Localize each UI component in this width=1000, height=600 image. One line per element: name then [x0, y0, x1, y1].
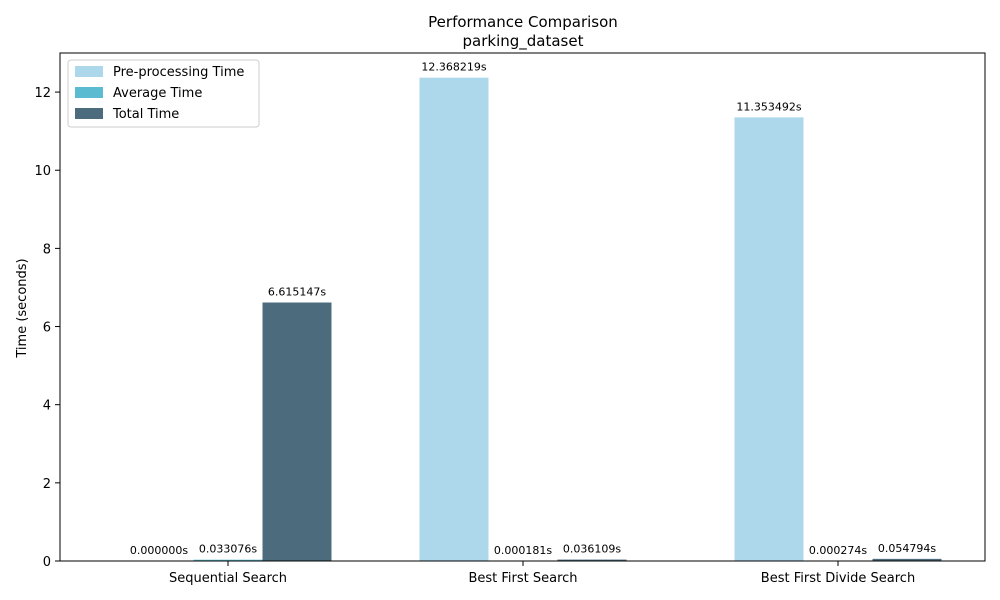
- bar-2-1: [557, 559, 627, 561]
- bar-value-label-2-0: 6.615147s: [268, 286, 326, 299]
- y-tick-label: 2: [43, 477, 51, 492]
- legend-label-total: Total Time: [112, 107, 179, 122]
- bar-value-label-0-2: 11.353492s: [736, 100, 801, 113]
- legend-swatch-average: [75, 87, 103, 98]
- y-tick-label: 8: [43, 242, 51, 257]
- legend: Pre-processing Time Average Time Total T…: [67, 59, 260, 128]
- x-tick-label: Best First Divide Search: [761, 571, 915, 586]
- bar-value-label-0-0: 0.000000s: [130, 544, 188, 557]
- y-tick-label: 10: [34, 164, 51, 179]
- legend-swatch-total: [75, 108, 103, 119]
- bar-0-1: [419, 77, 489, 562]
- plot-frame: [59, 52, 986, 562]
- legend-label-average: Average Time: [113, 86, 202, 101]
- bar-2-2: [872, 558, 942, 561]
- x-tick-label: Sequential Search: [169, 571, 287, 586]
- bar-labels-group: 0.000000s 12.368219s 11.353492s 0.033076s 0.…: [130, 61, 936, 557]
- bar-value-label-2-2: 0.054794s: [878, 542, 936, 555]
- bar-value-label-1-0: 0.033076s: [199, 543, 257, 556]
- y-tick-label: 4: [43, 399, 51, 414]
- chart-title: Performance Comparison: [428, 13, 618, 31]
- bar-value-label-2-1: 0.036109s: [563, 543, 621, 556]
- x-tick-label: Best First Search: [468, 571, 577, 586]
- y-axis-label: Time (seconds): [15, 258, 30, 358]
- legend-swatch-preprocessing: [75, 66, 103, 77]
- chart-subtitle: parking_dataset: [463, 32, 584, 51]
- y-axis: 0 2 4 6 8 10 12: [34, 86, 60, 570]
- bar-value-label-0-1: 12.368219s: [421, 61, 486, 74]
- y-tick-label: 6: [43, 321, 51, 336]
- y-tick-label: 0: [43, 555, 51, 570]
- bar-2-0: [262, 302, 332, 561]
- y-tick-label: 12: [34, 86, 51, 101]
- legend-label-preprocessing: Pre-processing Time: [113, 65, 244, 80]
- x-axis: Sequential Search Best First Search Best F…: [169, 561, 915, 586]
- legend-box: [67, 59, 260, 128]
- bar-0-2: [734, 117, 804, 562]
- bar-1-0: [193, 559, 263, 561]
- bar-value-label-1-2: 0.000274s: [809, 544, 867, 557]
- bars-group: [193, 77, 942, 562]
- bar-value-label-1-1: 0.000181s: [494, 544, 552, 557]
